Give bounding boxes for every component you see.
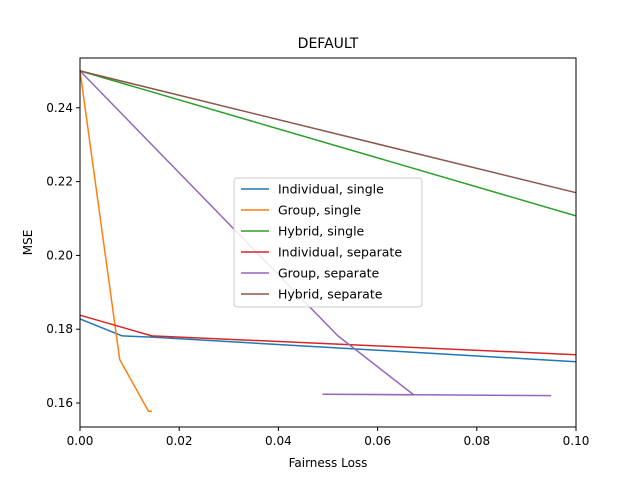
x-tick-label: 0.08 (463, 434, 490, 448)
x-axis-ticks: 0.00 0.02 0.04 0.06 0.08 0.10 (67, 427, 590, 448)
x-tick-label: 0.06 (364, 434, 391, 448)
chart-title: DEFAULT (298, 36, 359, 52)
y-axis-label: MSE (21, 230, 35, 256)
legend-label: Group, separate (278, 266, 379, 281)
x-tick-label: 0.10 (563, 434, 590, 448)
legend-label: Hybrid, single (278, 224, 365, 239)
x-tick-label: 0.04 (265, 434, 292, 448)
y-axis-ticks: 0.16 0.18 0.20 0.22 0.24 (46, 101, 80, 410)
x-tick-label: 0.02 (166, 434, 193, 448)
legend-label: Hybrid, separate (278, 287, 383, 302)
plot-frame (79, 57, 577, 428)
y-tick-label: 0.16 (46, 396, 73, 410)
legend-label: Individual, separate (278, 245, 402, 260)
series-line-individual-separate (79, 314, 577, 356)
x-axis-label: Fairness Loss (289, 456, 368, 470)
y-tick-label: 0.20 (46, 248, 73, 262)
legend-box (233, 177, 423, 308)
series-line-individual-single (79, 318, 577, 363)
y-tick-label: 0.24 (46, 101, 73, 115)
series-line-group-single (79, 70, 152, 413)
legend-label: Group, single (278, 203, 361, 218)
y-tick-label: 0.18 (46, 322, 73, 336)
legend-label: Individual, single (278, 182, 384, 197)
legend: Individual, single Group, single Hybrid, s… (233, 177, 423, 308)
series-line-hybrid-separate (79, 70, 577, 194)
y-tick-label: 0.22 (46, 175, 73, 189)
series-line-hybrid-single (79, 70, 577, 217)
x-tick-label: 0.00 (67, 434, 94, 448)
